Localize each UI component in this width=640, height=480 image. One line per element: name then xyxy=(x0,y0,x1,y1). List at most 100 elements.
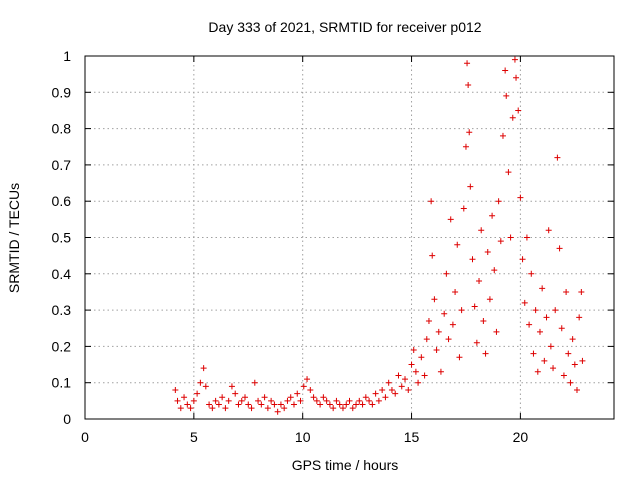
x-tick-label: 0 xyxy=(81,429,89,445)
y-tick-label: 0.9 xyxy=(52,84,72,100)
data-point xyxy=(469,256,476,263)
data-point xyxy=(454,241,461,248)
data-point xyxy=(505,169,512,176)
data-point xyxy=(408,361,415,368)
chart-title: Day 333 of 2021, SRMTID for receiver p01… xyxy=(208,19,481,35)
x-tick-label: 15 xyxy=(404,429,420,445)
data-point xyxy=(552,307,559,314)
data-point xyxy=(336,401,343,408)
data-point xyxy=(526,321,533,328)
data-point xyxy=(402,376,409,383)
axes xyxy=(84,55,615,420)
data-point xyxy=(464,60,471,67)
data-point xyxy=(460,205,467,212)
data-point xyxy=(428,198,435,205)
data-point xyxy=(435,328,442,335)
data-point xyxy=(326,401,333,408)
y-tick-label: 0.7 xyxy=(52,157,72,173)
x-tick-label: 10 xyxy=(295,429,311,445)
data-point xyxy=(578,288,585,295)
data-point xyxy=(271,401,278,408)
data-point xyxy=(181,394,188,401)
data-point xyxy=(284,397,291,404)
data-point xyxy=(563,288,570,295)
data-point xyxy=(576,314,583,321)
data-point xyxy=(197,379,204,386)
data-point xyxy=(486,296,493,303)
data-point xyxy=(379,386,386,393)
data-point xyxy=(225,397,232,404)
data-point xyxy=(554,154,561,161)
data-point xyxy=(465,82,472,89)
data-point xyxy=(532,307,539,314)
data-point xyxy=(388,386,395,393)
data-point xyxy=(194,390,201,397)
y-tick-label: 0.6 xyxy=(52,193,72,209)
y-tick-label: 0.1 xyxy=(52,375,72,391)
data-point xyxy=(255,397,262,404)
x-axis-ticks: 0 5 10 15 20 xyxy=(81,56,528,445)
data-point xyxy=(484,249,491,256)
data-point xyxy=(476,278,483,285)
data-point xyxy=(456,354,463,361)
data-point xyxy=(277,401,284,408)
data-point xyxy=(528,270,535,277)
data-point xyxy=(571,361,578,368)
data-point xyxy=(382,394,389,401)
data-point xyxy=(343,401,350,408)
data-point xyxy=(235,401,242,408)
data-point xyxy=(242,394,249,401)
data-point xyxy=(567,379,574,386)
data-point xyxy=(493,328,500,335)
data-point xyxy=(261,394,268,401)
data-point xyxy=(317,401,324,408)
data-point xyxy=(519,256,526,263)
data-point xyxy=(313,397,320,404)
data-point xyxy=(565,350,572,357)
plot-frame xyxy=(84,55,615,420)
data-point xyxy=(330,405,337,412)
data-point xyxy=(515,107,522,114)
data-point xyxy=(258,401,265,408)
data-point xyxy=(320,394,327,401)
data-point xyxy=(441,310,448,317)
data-point xyxy=(184,401,191,408)
data-point xyxy=(174,397,181,404)
grid xyxy=(85,56,614,419)
data-point xyxy=(172,386,179,393)
data-point xyxy=(423,336,430,343)
data-point xyxy=(346,397,353,404)
data-points xyxy=(172,56,586,415)
data-point xyxy=(523,234,530,241)
data-point xyxy=(209,405,216,412)
data-point xyxy=(443,270,450,277)
x-tick-label: 20 xyxy=(513,429,529,445)
y-axis-ticks: 0 0.1 0.2 0.3 0.4 0.5 0.6 0.7 0.8 0.9 1 xyxy=(52,48,614,427)
data-point xyxy=(539,285,546,292)
data-point xyxy=(333,397,340,404)
data-point xyxy=(503,92,510,99)
data-point xyxy=(433,347,440,354)
data-point xyxy=(560,372,567,379)
data-point xyxy=(248,405,255,412)
x-axis-label: GPS time / hours xyxy=(292,457,399,473)
data-point xyxy=(349,405,356,412)
data-point xyxy=(356,397,363,404)
data-point xyxy=(445,336,452,343)
data-point xyxy=(264,405,271,412)
data-point xyxy=(323,397,330,404)
y-tick-label: 0.5 xyxy=(52,230,72,246)
data-point xyxy=(294,390,301,397)
data-point xyxy=(495,198,502,205)
data-point xyxy=(375,397,382,404)
data-point xyxy=(536,328,543,335)
data-point xyxy=(489,212,496,219)
data-point xyxy=(558,325,565,332)
data-point xyxy=(215,401,222,408)
data-point xyxy=(480,317,487,324)
y-tick-label: 1 xyxy=(63,48,71,64)
data-point xyxy=(274,408,281,415)
data-point xyxy=(290,401,297,408)
data-point xyxy=(541,357,548,364)
data-point xyxy=(502,67,509,74)
